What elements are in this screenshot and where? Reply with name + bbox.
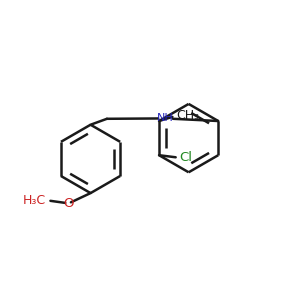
Text: NH: NH: [157, 113, 174, 123]
Text: H₃C: H₃C: [22, 194, 45, 207]
Text: O: O: [63, 197, 74, 210]
Text: Cl: Cl: [179, 151, 192, 164]
Text: CH₃: CH₃: [176, 109, 199, 122]
